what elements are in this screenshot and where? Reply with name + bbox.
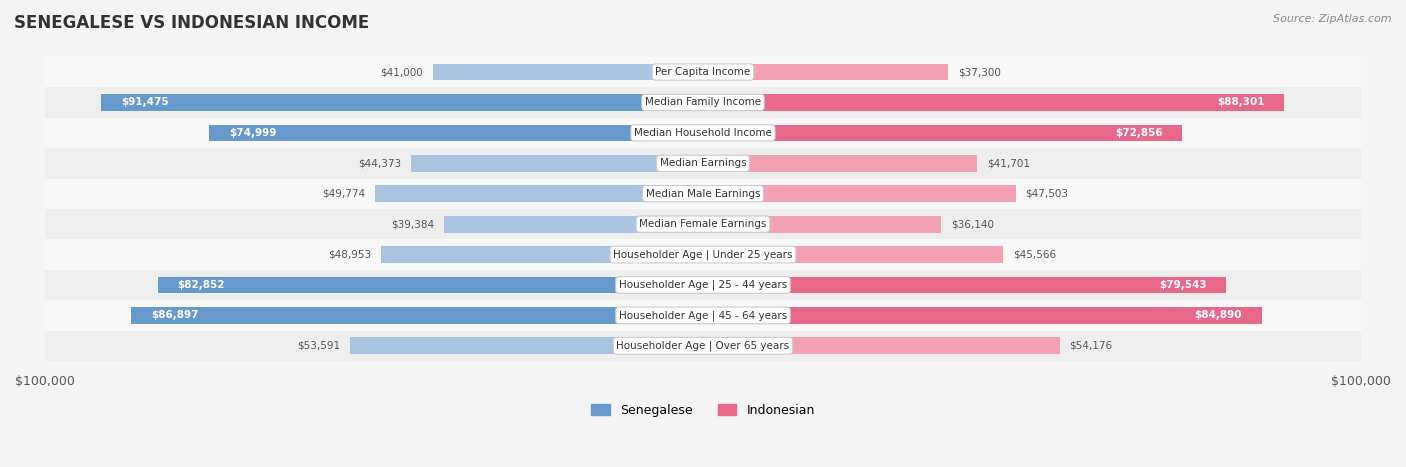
Bar: [209, 125, 703, 141]
Bar: [703, 276, 1226, 293]
Bar: [45, 87, 1361, 118]
Text: $86,897: $86,897: [150, 311, 198, 320]
Text: $45,566: $45,566: [1012, 249, 1056, 260]
Text: Median Female Earnings: Median Female Earnings: [640, 219, 766, 229]
Text: Householder Age | Over 65 years: Householder Age | Over 65 years: [616, 340, 790, 351]
Legend: Senegalese, Indonesian: Senegalese, Indonesian: [586, 399, 820, 422]
Text: $49,774: $49,774: [322, 189, 366, 199]
Bar: [411, 155, 703, 172]
Text: $54,176: $54,176: [1070, 341, 1112, 351]
Text: $37,300: $37,300: [959, 67, 1001, 77]
Bar: [703, 185, 1015, 202]
Text: $41,701: $41,701: [987, 158, 1031, 168]
Bar: [703, 155, 977, 172]
Bar: [45, 209, 1361, 240]
Text: Median Earnings: Median Earnings: [659, 158, 747, 168]
Text: $84,890: $84,890: [1194, 311, 1241, 320]
Bar: [381, 246, 703, 263]
Text: $88,301: $88,301: [1216, 98, 1264, 107]
Bar: [703, 338, 1060, 354]
Bar: [433, 64, 703, 80]
Bar: [703, 246, 1002, 263]
Bar: [45, 300, 1361, 331]
Text: SENEGALESE VS INDONESIAN INCOME: SENEGALESE VS INDONESIAN INCOME: [14, 14, 370, 32]
Bar: [45, 148, 1361, 178]
Bar: [703, 307, 1261, 324]
Text: $44,373: $44,373: [359, 158, 401, 168]
Text: Householder Age | Under 25 years: Householder Age | Under 25 years: [613, 249, 793, 260]
Text: $79,543: $79,543: [1159, 280, 1206, 290]
Bar: [350, 338, 703, 354]
Bar: [703, 216, 941, 233]
Text: $82,852: $82,852: [177, 280, 225, 290]
Bar: [45, 331, 1361, 361]
Bar: [45, 57, 1361, 87]
Bar: [375, 185, 703, 202]
Bar: [45, 178, 1361, 209]
Bar: [703, 64, 949, 80]
Bar: [703, 125, 1182, 141]
Text: Householder Age | 45 - 64 years: Householder Age | 45 - 64 years: [619, 310, 787, 321]
Text: $48,953: $48,953: [328, 249, 371, 260]
Text: Median Family Income: Median Family Income: [645, 98, 761, 107]
Text: $36,140: $36,140: [950, 219, 994, 229]
Text: Householder Age | 25 - 44 years: Householder Age | 25 - 44 years: [619, 280, 787, 290]
Bar: [703, 94, 1284, 111]
Text: Median Male Earnings: Median Male Earnings: [645, 189, 761, 199]
Bar: [45, 118, 1361, 148]
Bar: [157, 276, 703, 293]
Text: $39,384: $39,384: [391, 219, 434, 229]
Text: Median Household Income: Median Household Income: [634, 128, 772, 138]
Bar: [45, 240, 1361, 270]
Text: $41,000: $41,000: [381, 67, 423, 77]
Bar: [45, 270, 1361, 300]
Text: $47,503: $47,503: [1025, 189, 1069, 199]
Text: $91,475: $91,475: [121, 98, 169, 107]
Bar: [131, 307, 703, 324]
Text: $74,999: $74,999: [229, 128, 277, 138]
Text: $72,856: $72,856: [1115, 128, 1163, 138]
Text: $53,591: $53,591: [297, 341, 340, 351]
Text: Per Capita Income: Per Capita Income: [655, 67, 751, 77]
Bar: [101, 94, 703, 111]
Text: Source: ZipAtlas.com: Source: ZipAtlas.com: [1274, 14, 1392, 24]
Bar: [444, 216, 703, 233]
